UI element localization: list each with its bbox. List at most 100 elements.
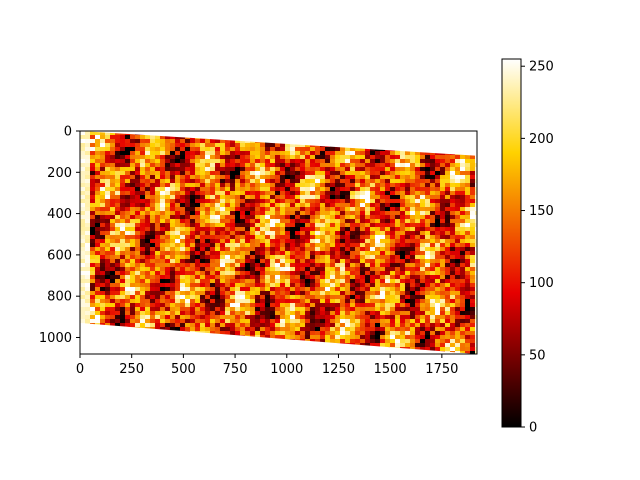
heatmap-cell	[425, 239, 430, 243]
heatmap-cell	[445, 267, 450, 271]
heatmap-cell	[270, 267, 275, 271]
heatmap-cell	[215, 155, 220, 159]
heatmap-cell	[395, 283, 400, 287]
heatmap-cell	[425, 223, 430, 227]
heatmap-cell	[315, 279, 320, 283]
heatmap-cell	[435, 303, 440, 307]
heatmap-cell	[260, 231, 265, 235]
heatmap-cell	[110, 187, 115, 191]
heatmap-cell	[170, 295, 175, 299]
heatmap-cell	[150, 291, 155, 295]
heatmap-cell	[305, 311, 310, 315]
heatmap-cell	[135, 319, 140, 323]
heatmap-cell	[240, 227, 245, 231]
heatmap-cell	[395, 227, 400, 231]
heatmap-cell	[255, 243, 260, 247]
heatmap-cell	[240, 239, 245, 243]
heatmap-cell	[275, 175, 280, 179]
heatmap-cell	[455, 311, 460, 315]
heatmap-cell	[330, 183, 335, 187]
heatmap-cell	[145, 211, 150, 215]
heatmap-cell	[395, 159, 400, 163]
heatmap-cell	[430, 227, 435, 231]
heatmap-cell	[270, 327, 275, 331]
heatmap-cell	[400, 339, 405, 343]
heatmap-cell	[305, 159, 310, 163]
heatmap-cell	[175, 179, 180, 183]
heatmap-cell	[105, 219, 110, 223]
heatmap-cell	[150, 211, 155, 215]
heatmap-cell	[220, 219, 225, 223]
heatmap-cell	[305, 211, 310, 215]
heatmap-cell	[290, 283, 295, 287]
heatmap-cell	[185, 139, 190, 143]
heatmap-cell	[190, 311, 195, 315]
heatmap-cell	[440, 271, 445, 275]
heatmap-cell	[280, 175, 285, 179]
heatmap-cell	[425, 179, 430, 183]
heatmap-cell	[235, 271, 240, 275]
heatmap-cell	[360, 259, 365, 263]
heatmap-cell	[285, 287, 290, 291]
heatmap-cell	[435, 263, 440, 267]
heatmap-cell	[385, 259, 390, 263]
heatmap-cell	[395, 311, 400, 315]
heatmap-cell	[180, 195, 185, 199]
heatmap-cell	[140, 227, 145, 231]
heatmap-cell	[325, 311, 330, 315]
heatmap-cell	[370, 199, 375, 203]
heatmap-cell	[320, 299, 325, 303]
heatmap-cell	[235, 235, 240, 239]
heatmap-cell	[435, 203, 440, 207]
heatmap-cell	[365, 343, 370, 347]
heatmap-cell	[225, 327, 230, 331]
heatmap-cell	[455, 339, 460, 343]
heatmap-cell	[125, 311, 130, 315]
heatmap-cell	[255, 263, 260, 267]
heatmap-cell	[410, 323, 415, 327]
heatmap-cell	[115, 219, 120, 223]
heatmap-cell	[405, 327, 410, 331]
heatmap-cell	[395, 327, 400, 331]
heatmap-cell	[345, 151, 350, 155]
heatmap-cell	[335, 263, 340, 267]
heatmap-cell	[430, 251, 435, 255]
heatmap-cell	[455, 227, 460, 231]
heatmap-cell	[225, 263, 230, 267]
heatmap-cell	[195, 159, 200, 163]
heatmap-cell	[240, 275, 245, 279]
heatmap-cell	[420, 179, 425, 183]
heatmap-cell	[405, 195, 410, 199]
heatmap-cell	[160, 283, 165, 287]
heatmap-cell	[175, 251, 180, 255]
heatmap-cell	[115, 247, 120, 251]
heatmap-cell	[140, 287, 145, 291]
heatmap-cell	[390, 211, 395, 215]
heatmap-cell	[105, 307, 110, 311]
heatmap-cell	[460, 231, 465, 235]
heatmap-cell	[335, 191, 340, 195]
heatmap-cell	[420, 155, 425, 159]
heatmap-cell	[385, 223, 390, 227]
heatmap-cell	[415, 251, 420, 255]
heatmap-cell	[85, 219, 90, 223]
heatmap-cell	[110, 155, 115, 159]
heatmap-cell	[115, 315, 120, 319]
heatmap-cell	[240, 311, 245, 315]
heatmap-cell	[405, 251, 410, 255]
heatmap-cell	[135, 243, 140, 247]
heatmap-cell	[305, 327, 310, 331]
heatmap-cell	[135, 231, 140, 235]
heatmap-cell	[460, 347, 465, 351]
heatmap-cell	[370, 327, 375, 331]
heatmap-cell	[125, 291, 130, 295]
heatmap-cell	[240, 303, 245, 307]
heatmap-cell	[85, 283, 90, 287]
heatmap-cell	[410, 183, 415, 187]
heatmap-cell	[130, 199, 135, 203]
heatmap-cell	[300, 263, 305, 267]
heatmap-cell	[435, 311, 440, 315]
heatmap-cell	[300, 251, 305, 255]
heatmap-cell	[475, 247, 477, 251]
heatmap-cell	[380, 247, 385, 251]
